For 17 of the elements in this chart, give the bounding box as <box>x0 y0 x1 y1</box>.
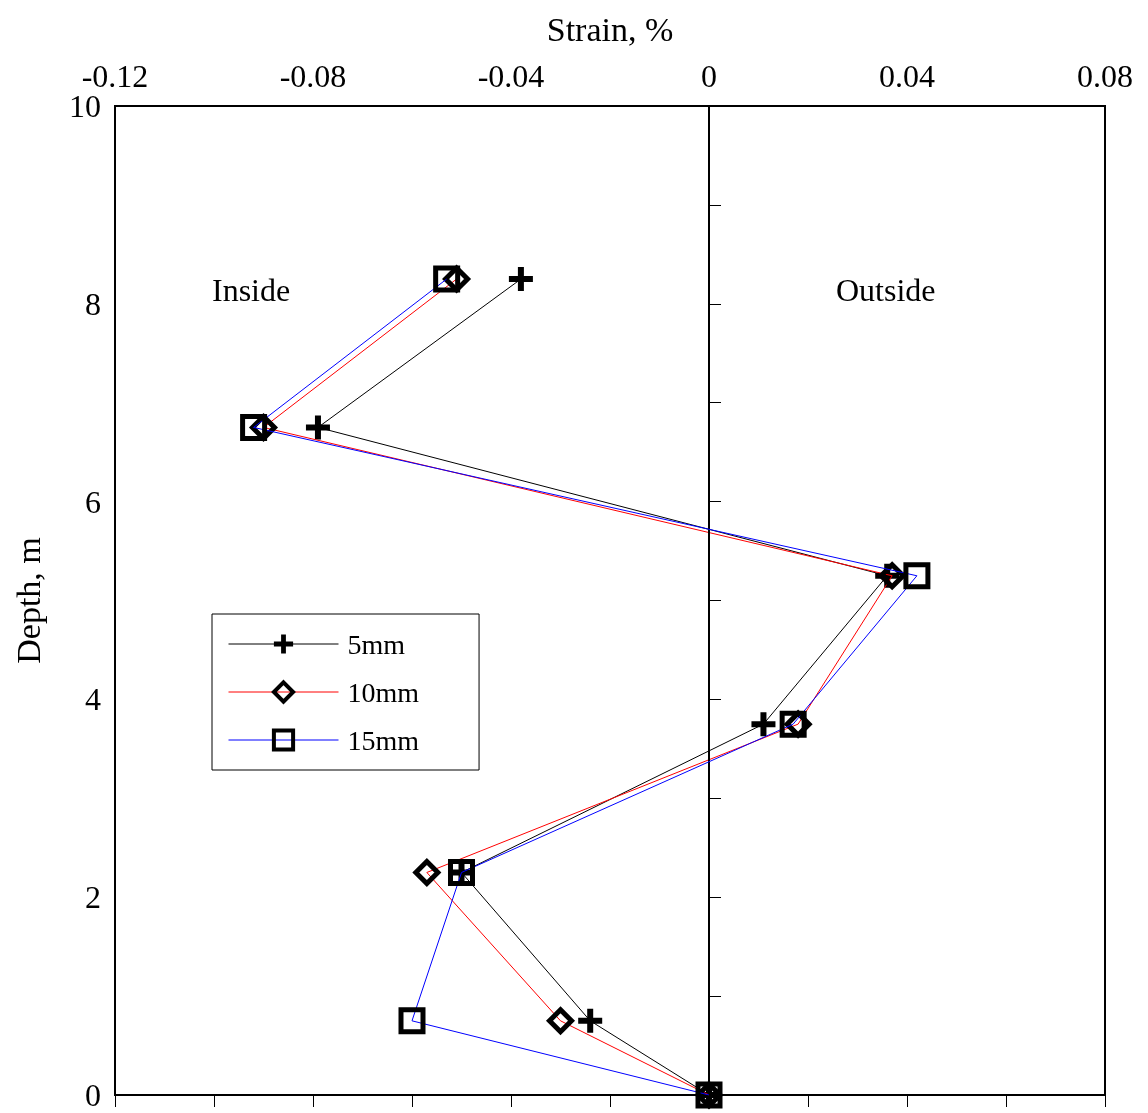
x-tick-label: 0 <box>701 58 717 94</box>
y-tick-label: 2 <box>85 879 101 916</box>
y-tick-label: 6 <box>85 483 101 520</box>
x-tick-label: 0.08 <box>1077 58 1133 94</box>
y-tick-label: 4 <box>85 681 101 718</box>
annotation: Outside <box>836 272 936 308</box>
legend-label: 10mm <box>347 676 420 708</box>
x-axis-title: Strain, % <box>546 10 674 48</box>
y-tick-label: 8 <box>85 285 101 322</box>
x-tick-label: -0.08 <box>279 58 347 94</box>
y-axis-title: Depth, m <box>9 537 47 664</box>
x-tick-label: 0.04 <box>879 58 935 94</box>
legend-label: 5mm <box>347 628 406 660</box>
y-tick-label: 0 <box>85 1077 101 1113</box>
legend-label: 15mm <box>347 724 420 756</box>
annotation: Inside <box>212 272 291 308</box>
x-tick-label: -0.04 <box>477 58 545 94</box>
